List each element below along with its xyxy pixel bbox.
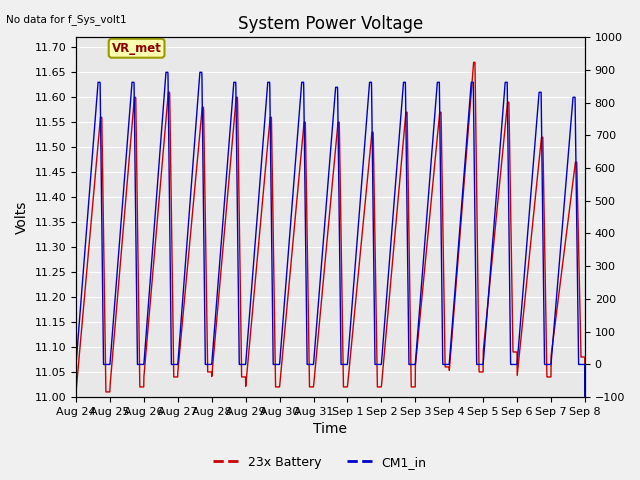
Y-axis label: Volts: Volts	[15, 201, 29, 234]
Title: System Power Voltage: System Power Voltage	[238, 15, 423, 33]
Legend: 23x Battery, CM1_in: 23x Battery, CM1_in	[208, 451, 432, 474]
Text: No data for f_Sys_volt1: No data for f_Sys_volt1	[6, 14, 127, 25]
X-axis label: Time: Time	[314, 422, 348, 436]
Text: VR_met: VR_met	[111, 42, 161, 55]
